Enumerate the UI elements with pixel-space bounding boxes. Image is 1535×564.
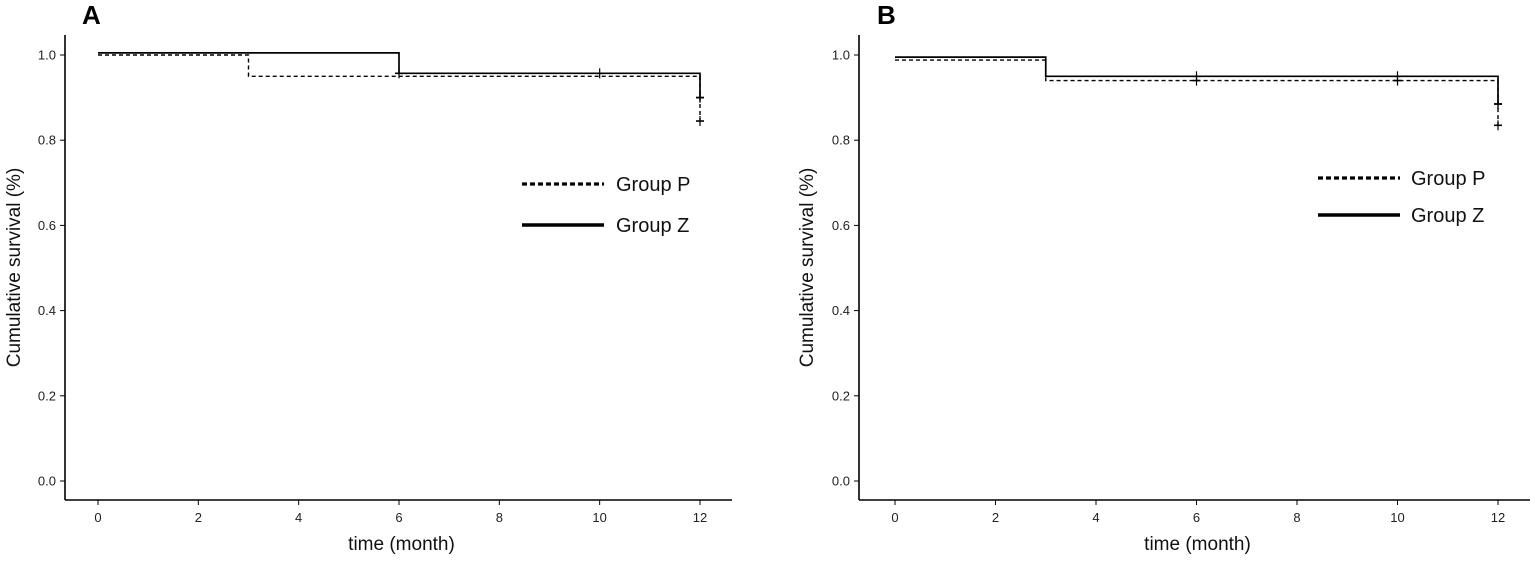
x-tick-label: 6 [395,510,402,525]
legend-label: Group Z [1411,205,1484,227]
legend-label: Group Z [616,215,689,237]
x-tick-label: 2 [992,510,999,525]
y-axis-title: Cumulative survival (%) [4,168,25,368]
y-tick-label: 0.6 [832,218,850,233]
series-line-group-p [895,59,1499,126]
x-tick-label: 8 [1293,510,1300,525]
y-tick-label: 0.8 [38,133,56,148]
legend-label: Group P [1411,168,1485,190]
y-tick-label: 0.4 [38,303,56,318]
chart-panel-b: B 0.0 0.2 0.4 0.6 0.8 1.0 0 2 4 6 8 10 12 time (month)… [797,0,1530,555]
x-axis-title: time (month) [348,534,455,555]
x-tick-label: 6 [1193,510,1200,525]
y-tick-label: 0.6 [38,218,56,233]
x-tick-label: 4 [295,510,302,525]
x-tick-label: 0 [891,510,898,525]
x-tick-label: 10 [592,510,606,525]
y-tick-label: 0.0 [38,474,56,489]
x-axis-title: time (month) [1144,534,1251,555]
x-tick-label: 12 [1491,510,1505,525]
x-tick-label: 4 [1092,510,1099,525]
x-tick-label: 0 [94,510,101,525]
legend-label: Group P [616,174,690,196]
y-tick-label: 0.2 [38,388,56,403]
y-tick-label: 0.8 [832,133,850,148]
series-line-group-z [895,56,1499,104]
chart-panel-a: A 0.0 0.2 0.4 0.6 0.8 1.0 0 2 4 6 8 10 12 time (month)… [4,0,732,555]
x-tick-label: 2 [195,510,202,525]
y-tick-label: 1.0 [38,48,56,63]
panel-label: A [82,0,101,30]
y-tick-label: 1.0 [832,48,850,63]
x-tick-label: 10 [1390,510,1404,525]
y-axis-title: Cumulative survival (%) [797,168,818,368]
y-tick-label: 0.0 [832,474,850,489]
y-tick-label: 0.4 [832,303,850,318]
x-tick-label: 12 [693,510,707,525]
y-tick-label: 0.2 [832,388,850,403]
x-tick-label: 8 [496,510,503,525]
panel-label: B [877,0,896,30]
